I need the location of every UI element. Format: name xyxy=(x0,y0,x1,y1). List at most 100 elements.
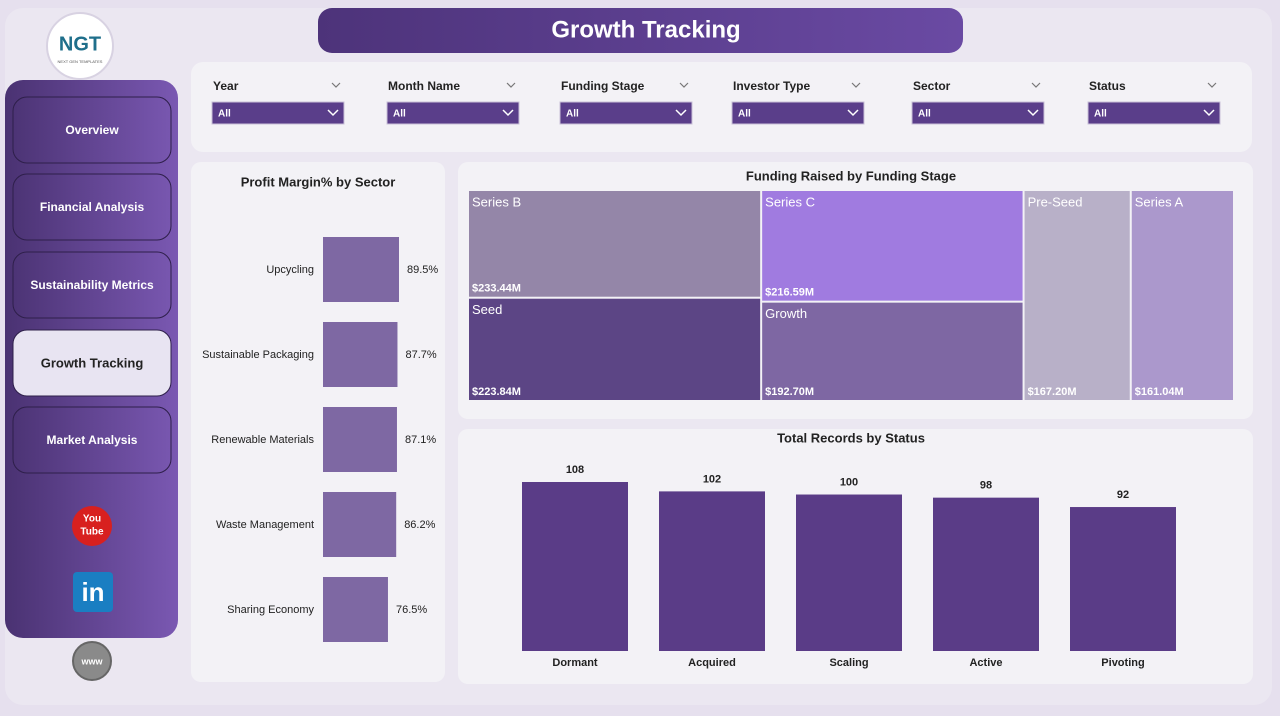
nav-label: Market Analysis xyxy=(47,433,138,447)
filter-chevron xyxy=(506,82,516,88)
treemap-cell xyxy=(469,298,761,400)
cell-value: $192.70M xyxy=(765,386,814,398)
cell-value: $233.44M xyxy=(472,283,521,295)
dropdown-chevron xyxy=(1027,109,1039,117)
cell-value: $167.20M xyxy=(1028,386,1077,398)
dropdown-chevron xyxy=(847,109,859,117)
cell-label: Series A xyxy=(1135,194,1184,209)
dropdown-value: All xyxy=(738,109,751,120)
youtube-text: Tube xyxy=(80,527,104,538)
page-title: Growth Tracking xyxy=(551,16,740,43)
bar xyxy=(796,494,902,651)
bar xyxy=(323,492,397,557)
data-label: 89.5% xyxy=(407,264,438,276)
cell-label: Series B xyxy=(472,194,521,209)
bar xyxy=(323,407,397,472)
filter-label: Year xyxy=(213,79,239,93)
nav-button[interactable] xyxy=(12,96,172,164)
dropdown-value: All xyxy=(566,109,579,120)
cell-value: $223.84M xyxy=(472,386,521,398)
cell-value: $161.04M xyxy=(1135,386,1184,398)
dropdown-value: All xyxy=(218,109,231,120)
data-label: 76.5% xyxy=(396,604,427,616)
data-label: 102 xyxy=(703,473,721,485)
y-tick-label: Upcycling xyxy=(266,264,314,276)
x-tick-label: Dormant xyxy=(552,657,598,669)
chart-title: Total Records by Status xyxy=(777,430,925,445)
linkedin-icon[interactable] xyxy=(73,572,113,612)
cell-label: Growth xyxy=(765,306,807,321)
filter-label: Funding Stage xyxy=(561,79,645,93)
youtube-icon[interactable] xyxy=(72,506,112,546)
web-icon[interactable] xyxy=(72,641,112,681)
data-label: 108 xyxy=(566,464,584,476)
bar xyxy=(659,491,765,651)
data-label: 92 xyxy=(1117,489,1129,501)
x-tick-label: Acquired xyxy=(688,657,736,669)
web-text: www xyxy=(80,656,103,666)
bar xyxy=(323,577,388,642)
dropdown[interactable] xyxy=(559,101,693,125)
chart-title: Funding Raised by Funding Stage xyxy=(746,168,956,183)
dropdown-value: All xyxy=(393,109,406,120)
logo xyxy=(46,12,114,80)
filter-chevron xyxy=(1031,82,1041,88)
data-label: 87.1% xyxy=(405,434,436,446)
nav-label: Overview xyxy=(65,123,119,137)
dropdown-chevron xyxy=(675,109,687,117)
chart-title: Profit Margin% by Sector xyxy=(241,174,396,189)
cell-label: Seed xyxy=(472,302,502,317)
treemap-cell xyxy=(1024,191,1130,400)
dropdown[interactable] xyxy=(911,101,1045,125)
title-banner xyxy=(318,8,963,53)
dropdown-value: All xyxy=(918,109,931,120)
treemap-cell xyxy=(762,191,1023,301)
filter-chevron xyxy=(679,82,689,88)
bar xyxy=(323,237,399,302)
youtube-text: You xyxy=(83,514,101,525)
y-tick-label: Sharing Economy xyxy=(227,604,314,616)
dropdown[interactable] xyxy=(211,101,345,125)
dropdown-chevron xyxy=(327,109,339,117)
filter-chevron xyxy=(331,82,341,88)
nav-button[interactable] xyxy=(12,251,172,319)
data-label: 87.7% xyxy=(405,349,436,361)
dropdown[interactable] xyxy=(731,101,865,125)
nav-label: Financial Analysis xyxy=(40,200,145,214)
linkedin-text: in xyxy=(81,577,104,607)
bar xyxy=(933,497,1039,651)
dropdown[interactable] xyxy=(386,101,520,125)
filter-label: Sector xyxy=(913,79,951,93)
bar xyxy=(522,482,628,651)
logo-subtext: NEXT GEN TEMPLATES xyxy=(58,59,103,64)
nav-button[interactable] xyxy=(12,173,172,241)
dropdown-chevron xyxy=(502,109,514,117)
cell-label: Series C xyxy=(765,194,815,209)
treemap-cell xyxy=(762,302,1023,400)
filter-label: Status xyxy=(1089,79,1126,93)
cell-value: $216.59M xyxy=(765,287,814,299)
filter-panel xyxy=(191,62,1252,152)
x-tick-label: Pivoting xyxy=(1101,657,1144,669)
bar xyxy=(323,322,398,387)
logo-text: NGT xyxy=(59,33,101,55)
filter-label: Investor Type xyxy=(733,79,810,93)
content: Overview Financial Analysis Sustainability… xyxy=(12,79,1233,669)
dropdown-value: All xyxy=(1094,109,1107,120)
y-tick-label: Sustainable Packaging xyxy=(202,349,314,361)
filter-chevron xyxy=(1207,82,1217,88)
dropdown-chevron xyxy=(1203,109,1215,117)
bar xyxy=(1070,507,1176,651)
data-label: 98 xyxy=(980,480,992,492)
nav-label: Growth Tracking xyxy=(41,355,144,370)
x-tick-label: Scaling xyxy=(829,657,868,669)
x-tick-label: Active xyxy=(969,657,1002,669)
nav-button[interactable] xyxy=(12,406,172,474)
nav-button[interactable] xyxy=(12,329,172,397)
data-label: 100 xyxy=(840,476,858,488)
treemap-cell xyxy=(469,191,761,297)
y-tick-label: Renewable Materials xyxy=(211,434,314,446)
dropdown[interactable] xyxy=(1087,101,1221,125)
cell-label: Pre-Seed xyxy=(1028,194,1083,209)
